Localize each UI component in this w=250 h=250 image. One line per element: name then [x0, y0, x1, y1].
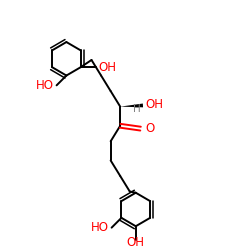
Text: OH: OH: [98, 61, 116, 74]
Text: O: O: [145, 122, 154, 135]
Text: HO: HO: [36, 79, 54, 92]
Text: H: H: [133, 104, 141, 115]
Text: OH: OH: [145, 98, 163, 111]
Polygon shape: [120, 104, 143, 107]
Text: HO: HO: [91, 221, 109, 234]
Text: OH: OH: [127, 236, 145, 249]
